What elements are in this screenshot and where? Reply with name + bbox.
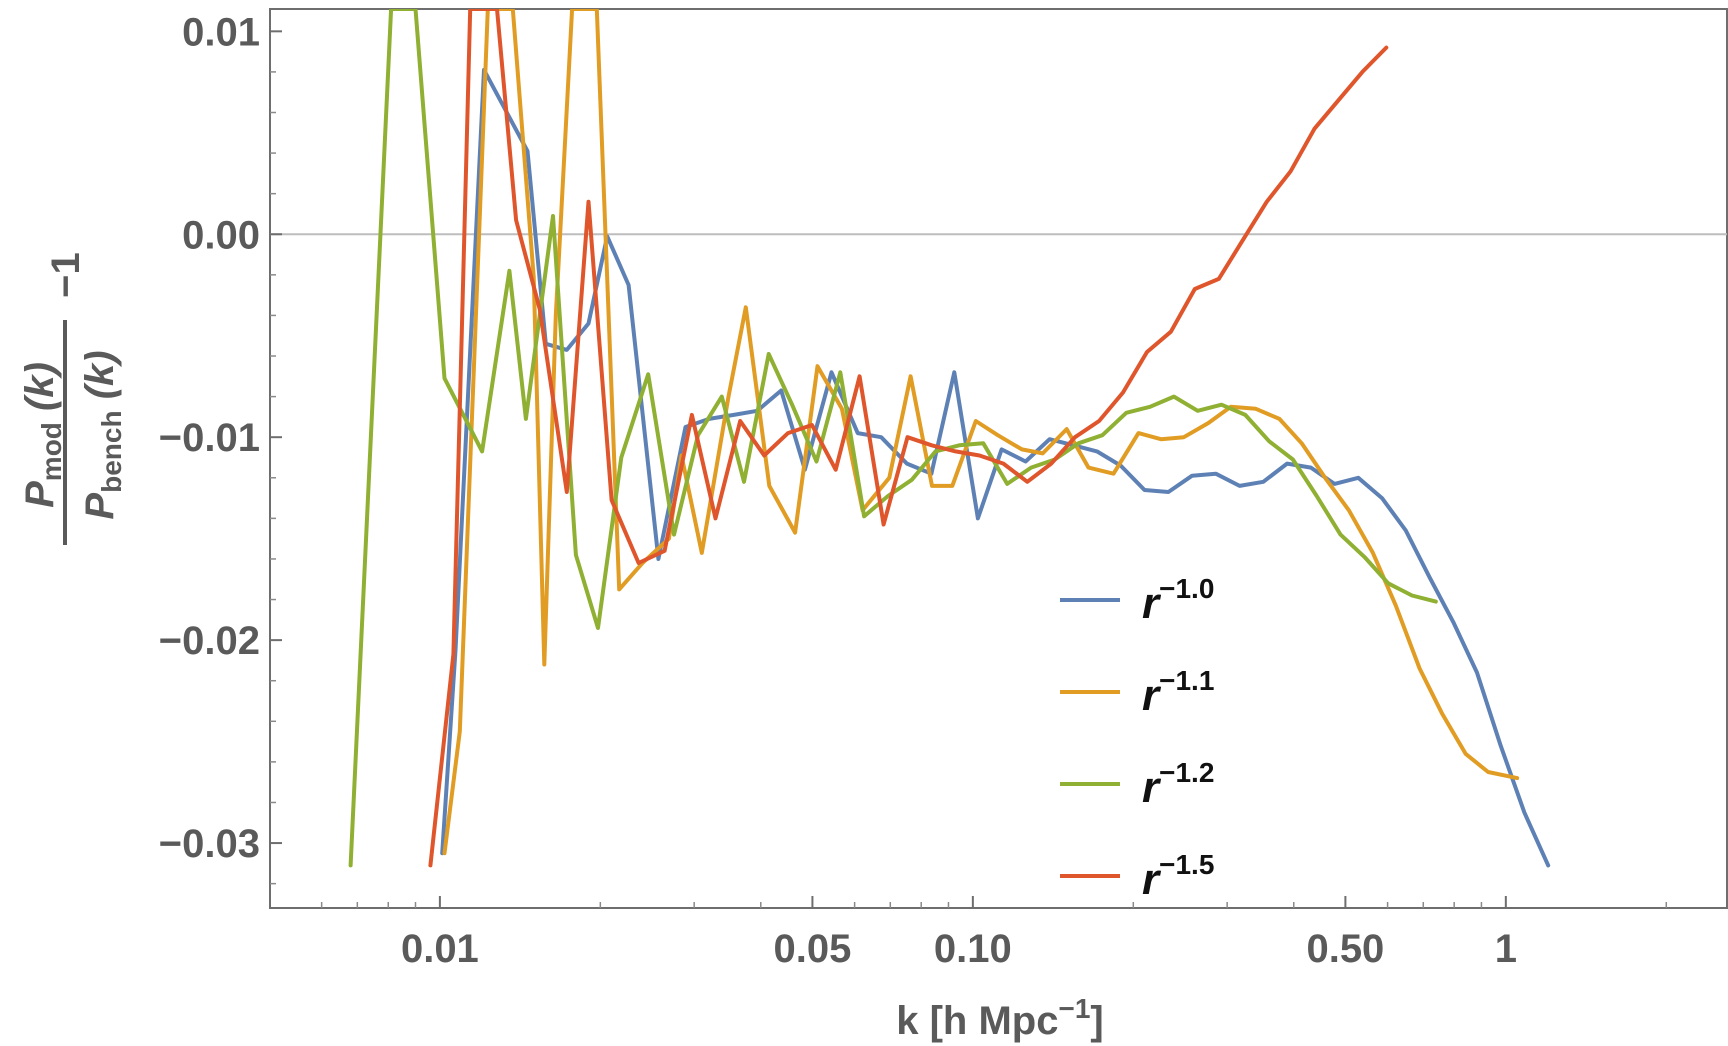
y-axis-title: Pmod (k) Pbench (k) −1 bbox=[18, 252, 127, 545]
minor-ticks bbox=[270, 71, 1668, 908]
legend-label-1: r−1.0 bbox=[1142, 573, 1214, 628]
y-tick-label: 0.01 bbox=[182, 10, 260, 54]
legend: r−1.0r−1.1r−1.2r−1.5 bbox=[1060, 573, 1214, 904]
x-tick-label: 0.05 bbox=[773, 927, 851, 971]
legend-label-base: r bbox=[1142, 763, 1162, 812]
legend-label-base: r bbox=[1142, 579, 1162, 628]
legend-label-exponent: −1.5 bbox=[1159, 849, 1214, 880]
y-denominator-tail: (k) bbox=[78, 350, 122, 410]
y-axis-title-denominator: Pbench (k) bbox=[78, 350, 127, 519]
y-axis-ticks: 0.01 0.00 −0.01 −0.02 −0.03 bbox=[159, 10, 282, 866]
series-line-3 bbox=[348, 9, 1438, 868]
x-axis-title-close: ] bbox=[1090, 999, 1103, 1043]
series-line-1 bbox=[440, 67, 1551, 868]
series-line-2 bbox=[442, 9, 1520, 856]
legend-label-exponent: −1.2 bbox=[1159, 757, 1214, 788]
x-axis-title-superscript: −1 bbox=[1058, 993, 1090, 1024]
y-tick-label: 0.00 bbox=[182, 213, 260, 257]
y-numerator-tail: (k) bbox=[18, 362, 62, 422]
x-tick-label: 1 bbox=[1495, 927, 1517, 971]
series-layer bbox=[348, 9, 1551, 868]
x-tick-label: 0.50 bbox=[1306, 927, 1384, 971]
y-tick-label: −0.03 bbox=[159, 822, 260, 866]
y-axis-title-suffix: −1 bbox=[44, 252, 88, 298]
y-denominator-base: P bbox=[78, 493, 122, 520]
x-axis-ticks: 0.01 0.05 0.10 0.50 1 bbox=[401, 896, 1517, 971]
legend-label-base: r bbox=[1142, 855, 1162, 904]
y-axis-title-numerator: Pmod (k) bbox=[18, 362, 67, 508]
x-axis-title: k [h Mpc−1] bbox=[896, 993, 1104, 1043]
y-numerator-base: P bbox=[18, 481, 62, 508]
legend-label-exponent: −1.0 bbox=[1159, 573, 1214, 604]
y-tick-label: −0.02 bbox=[159, 619, 260, 663]
legend-label-base: r bbox=[1142, 671, 1162, 720]
y-tick-label: −0.01 bbox=[159, 416, 260, 460]
plot-frame bbox=[269, 8, 1728, 909]
x-axis-title-main: k [h Mpc bbox=[896, 999, 1058, 1043]
x-tick-label: 0.01 bbox=[401, 927, 479, 971]
legend-label-3: r−1.2 bbox=[1142, 757, 1214, 812]
legend-label-4: r−1.5 bbox=[1142, 849, 1214, 904]
legend-label-exponent: −1.1 bbox=[1159, 665, 1214, 696]
y-numerator-sub: mod bbox=[36, 422, 67, 481]
x-tick-label: 0.10 bbox=[934, 927, 1012, 971]
y-denominator-sub: bench bbox=[96, 410, 127, 492]
series-line-4 bbox=[428, 9, 1389, 868]
legend-label-2: r−1.1 bbox=[1142, 665, 1214, 720]
